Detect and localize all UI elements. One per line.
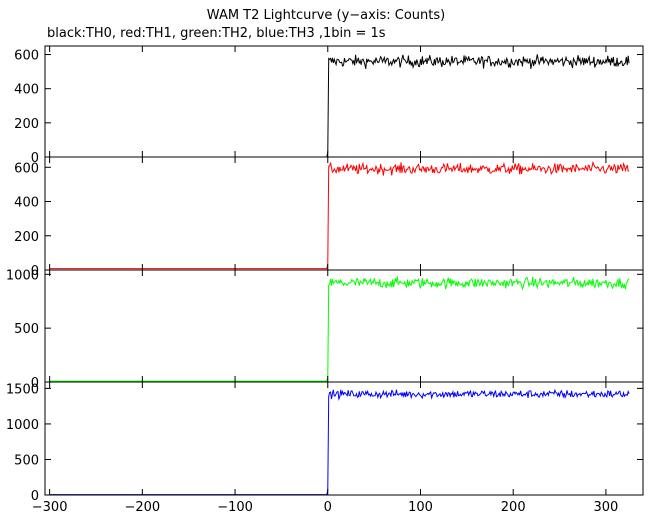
x-tick-label: −200	[124, 500, 160, 515]
y-tick-label: 0	[31, 264, 39, 279]
panel-th0: 0 200 400 600	[14, 45, 644, 166]
panel-th3: 0 500 1000 1500	[6, 381, 644, 504]
y-tick-label: 500	[14, 322, 39, 337]
y-tick-label: 1500	[6, 382, 39, 397]
panel-frame	[44, 269, 644, 383]
series-line-th2	[49, 276, 630, 382]
series-line-th0	[49, 54, 630, 158]
series-line-th1	[49, 160, 630, 270]
chart-subtitle: black:TH0, red:TH1, green:TH2, blue:TH3 …	[47, 26, 386, 41]
x-tick-label: 100	[408, 500, 433, 515]
y-tick-label: 0	[31, 376, 39, 391]
y-tick-label: 500	[14, 453, 39, 468]
y-tick-label: 0	[31, 489, 39, 504]
x-tick-label: 0	[324, 500, 332, 515]
x-tick-label: −300	[32, 500, 68, 515]
y-tick-label: 200	[14, 117, 39, 132]
y-tick-label: 200	[14, 230, 39, 245]
panel-th1: 0 200 400 600	[14, 156, 644, 279]
y-tick-label: 600	[14, 49, 39, 64]
x-tick-label: −100	[217, 500, 253, 515]
panel-frame	[44, 156, 644, 271]
y-tick-label: 0	[31, 151, 39, 166]
x-tick-label: 300	[594, 500, 619, 515]
series-line-th3	[49, 388, 630, 496]
y-tick-label: 400	[14, 196, 39, 211]
y-tick-label: 400	[14, 83, 39, 98]
y-tick-label: 1000	[6, 268, 39, 283]
y-tick-label: 1000	[6, 418, 39, 433]
panel-th2: 0 500 1000	[6, 268, 644, 391]
chart-title: WAM T2 Lightcurve (y−axis: Counts)	[206, 8, 446, 23]
y-tick-label: 600	[14, 161, 39, 176]
x-tick-label: 200	[501, 500, 526, 515]
panel-frame	[44, 381, 644, 496]
